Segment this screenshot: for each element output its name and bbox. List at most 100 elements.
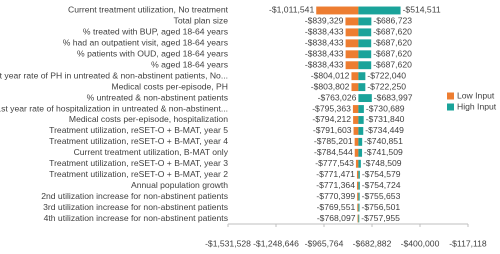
- category-label: 4th utilization increase for non-abstine…: [44, 213, 228, 223]
- value-label: -$784,544: [314, 147, 353, 157]
- bar: [345, 39, 359, 48]
- bar: [358, 72, 366, 81]
- value-label: -$722,250: [367, 81, 406, 91]
- bar: [351, 72, 359, 81]
- category-label: % aged 18-64 years: [151, 59, 228, 69]
- bar: [358, 203, 360, 212]
- value-label: -$748,509: [363, 158, 402, 168]
- value-label: -$730,689: [366, 103, 405, 113]
- bar: [345, 17, 359, 26]
- bar: [358, 148, 363, 157]
- value-label: -$768,097: [317, 213, 356, 223]
- value-label: -$687,620: [373, 38, 412, 48]
- value-label: -$514,511: [403, 5, 441, 15]
- bar: [358, 50, 372, 59]
- category-label: Treatment utilization, reSET-O + B-MAT, …: [49, 125, 228, 135]
- value-label: -$838,433: [305, 49, 344, 59]
- bar: [354, 148, 359, 157]
- value-label: -$769,551: [317, 202, 356, 212]
- value-label: -$687,620: [373, 59, 412, 69]
- value-label: -$763,026: [318, 92, 357, 102]
- value-label: -$838,433: [305, 59, 344, 69]
- bar: [358, 6, 401, 15]
- bar: [345, 28, 359, 37]
- value-label: -$777,543: [315, 158, 354, 168]
- value-label: -$770,399: [316, 191, 355, 201]
- value-label: -$687,620: [373, 49, 412, 59]
- value-label: -$683,997: [374, 92, 413, 102]
- bar: [358, 159, 361, 168]
- value-label: -$1,011,541: [269, 5, 314, 15]
- bar: [356, 181, 359, 190]
- bar: [357, 192, 359, 201]
- bar: [355, 159, 359, 168]
- value-label: -$839,329: [305, 16, 344, 26]
- value-label: -$771,471: [316, 169, 355, 179]
- category-label: Medical costs per-episode, hospitalizati…: [69, 114, 228, 124]
- legend-label: High Input: [457, 101, 497, 111]
- bar: [358, 17, 372, 26]
- bar: [353, 126, 359, 135]
- value-label: -$785,201: [314, 136, 353, 146]
- bar: [358, 94, 372, 103]
- value-label: -$794,212: [312, 114, 351, 124]
- value-label: -$838,433: [305, 27, 344, 37]
- legend-swatch: [447, 103, 454, 111]
- category-label: Current treatment utilization, B-MAT onl…: [74, 147, 229, 157]
- bar: [357, 214, 359, 223]
- x-tick-label: -$1,531,528: [205, 238, 251, 248]
- category-label: % had an outpatient visit, aged 18-64 ye…: [63, 38, 228, 48]
- x-tick-label: -$682,882: [353, 238, 392, 248]
- bar: [358, 137, 363, 146]
- category-label: Treatment utilization, reSET-O + B-MAT, …: [49, 158, 228, 168]
- bar: [358, 28, 372, 37]
- bar: [358, 214, 360, 223]
- value-label: -$741,509: [364, 147, 403, 157]
- value-label: -$686,723: [373, 16, 412, 26]
- value-label: -$804,012: [311, 70, 350, 80]
- bar: [358, 61, 372, 70]
- x-tick-label: -$965,764: [305, 238, 344, 248]
- category-label: 3rd utilization increase for non-abstine…: [43, 202, 228, 212]
- category-label: Medical costs per-episode, PH: [111, 81, 228, 91]
- x-tick-label: -$400,000: [401, 238, 440, 248]
- bar: [345, 61, 359, 70]
- bar: [351, 83, 359, 92]
- value-label: -$731,840: [366, 114, 405, 124]
- value-label: -$755,653: [362, 191, 401, 201]
- bar: [358, 39, 372, 48]
- value-label: -$754,579: [362, 169, 401, 179]
- category-label: % treated with BUP, aged 18-64 years: [83, 27, 228, 37]
- bar: [316, 6, 359, 15]
- category-label: % patients with OUD, aged 18-64 years: [77, 49, 228, 59]
- bar: [345, 50, 359, 59]
- value-label: -$795,363: [312, 103, 351, 113]
- bar: [358, 83, 366, 92]
- category-label: 2nd utilization increase for non-abstine…: [41, 191, 228, 201]
- bar: [358, 126, 364, 135]
- category-label: 1st year rate of PH in untreated & non-a…: [0, 70, 228, 80]
- bar: [358, 170, 360, 179]
- legend-swatch: [447, 92, 454, 100]
- value-label: -$734,449: [365, 125, 404, 135]
- value-label: -$754,724: [362, 180, 401, 190]
- bar: [352, 105, 359, 113]
- category-label: Current treatment utilization, No treatm…: [68, 5, 229, 15]
- bar: [354, 137, 359, 146]
- bar: [358, 181, 360, 190]
- x-tick-label: -$1,248,646: [253, 238, 299, 248]
- value-label: -$756,501: [362, 202, 401, 212]
- value-label: -$771,364: [316, 180, 355, 190]
- x-tick-label: -$117,118: [449, 238, 487, 248]
- value-label: -$757,955: [361, 213, 400, 223]
- value-label: -$791,603: [313, 125, 352, 135]
- bar: [358, 192, 360, 201]
- value-label: -$838,433: [305, 38, 344, 48]
- value-label: -$722,040: [367, 70, 406, 80]
- bar: [357, 203, 359, 212]
- legend-label: Low Input: [457, 90, 495, 100]
- bar: [358, 105, 364, 113]
- category-label: 1st year rate of hospitalization in untr…: [0, 103, 228, 113]
- value-label: -$803,802: [311, 81, 350, 91]
